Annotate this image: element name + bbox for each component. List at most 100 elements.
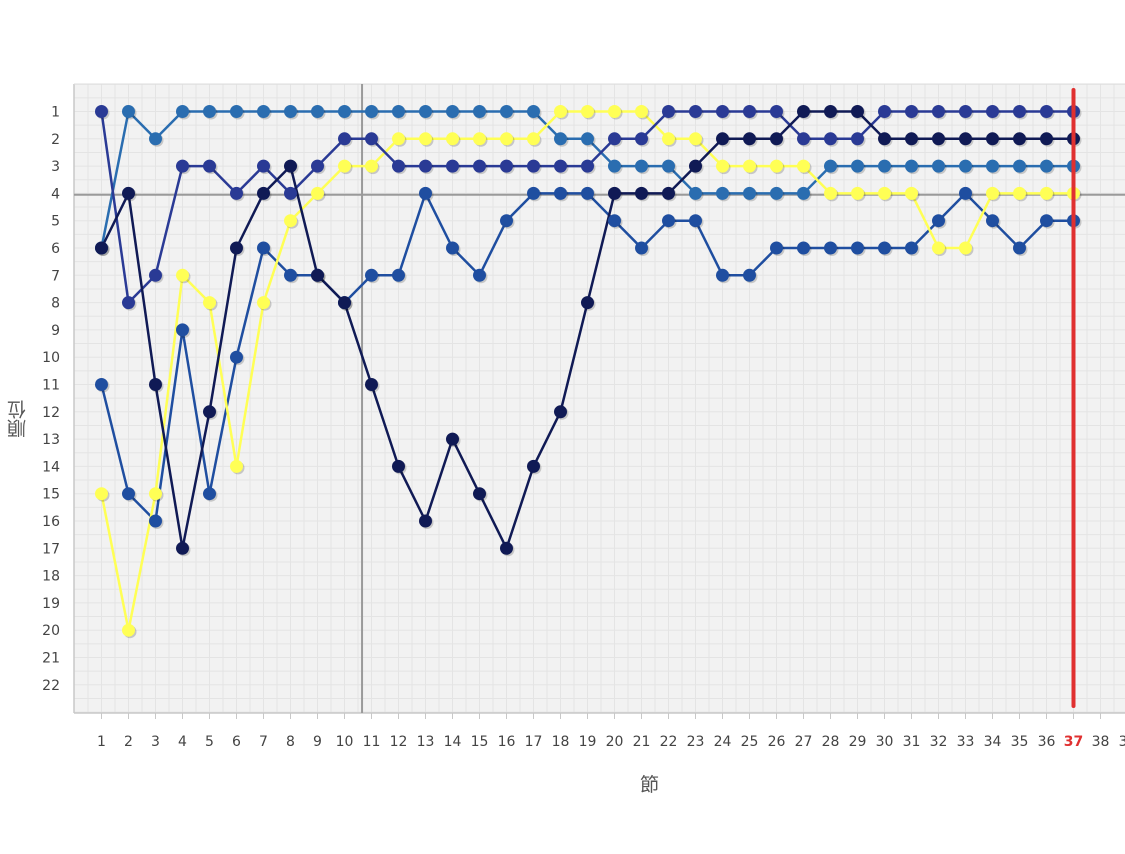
data-point (689, 214, 702, 228)
x-tick-label: 32 (930, 734, 948, 750)
x-tick-label: 12 (390, 734, 408, 750)
data-point (149, 487, 162, 501)
data-point (581, 159, 594, 173)
data-point (473, 132, 486, 146)
y-tick-label: 2 (51, 132, 60, 148)
x-tick-label: 28 (822, 734, 840, 750)
data-point (473, 268, 486, 282)
y-tick-label: 20 (42, 623, 60, 639)
data-point (635, 105, 648, 118)
data-point (662, 159, 675, 173)
data-point (473, 159, 486, 173)
x-tick-label: 27 (795, 734, 813, 750)
data-point (500, 214, 513, 228)
data-point (311, 268, 324, 282)
data-point (392, 105, 405, 118)
data-point (878, 241, 891, 255)
data-point (446, 241, 459, 255)
data-point (122, 105, 135, 118)
data-point (959, 105, 972, 118)
x-tick-label-current: 37 (1064, 734, 1083, 750)
data-point (1040, 105, 1053, 118)
data-point (365, 378, 378, 391)
y-tick-label: 5 (51, 214, 60, 230)
data-point (851, 159, 864, 173)
x-tick-label: 39 (1119, 734, 1125, 750)
data-point (716, 268, 729, 282)
data-point (500, 132, 513, 146)
data-point (878, 159, 891, 173)
x-tick-label: 35 (1011, 734, 1029, 750)
data-point (689, 186, 702, 200)
data-point (527, 459, 540, 473)
data-point (203, 405, 216, 419)
data-point (743, 132, 756, 146)
data-point (203, 105, 216, 118)
data-point (608, 105, 621, 118)
data-point (392, 159, 405, 173)
data-point (149, 378, 162, 391)
x-tick-label: 29 (849, 734, 867, 750)
data-point (932, 214, 945, 228)
data-point (527, 105, 540, 118)
data-point (446, 132, 459, 146)
data-point (1013, 132, 1026, 146)
data-point (365, 132, 378, 146)
data-point (1040, 214, 1053, 228)
data-point (257, 186, 270, 200)
data-point (284, 214, 297, 228)
data-point (392, 459, 405, 473)
data-point (230, 186, 243, 200)
data-point (446, 159, 459, 173)
data-point (257, 159, 270, 173)
data-point (878, 132, 891, 146)
data-point (419, 514, 432, 528)
data-point (1040, 186, 1053, 200)
data-point (338, 296, 351, 310)
data-point (338, 105, 351, 118)
data-point (635, 132, 648, 146)
data-point (500, 541, 513, 555)
y-tick-label: 12 (42, 405, 60, 421)
data-point (1013, 105, 1026, 118)
data-point (851, 132, 864, 146)
x-tick-label: 8 (286, 734, 295, 750)
data-point (716, 186, 729, 200)
data-point (581, 132, 594, 146)
data-point (959, 132, 972, 146)
data-point (986, 186, 999, 200)
data-point (473, 105, 486, 118)
data-point (122, 296, 135, 310)
data-point (230, 459, 243, 473)
x-tick-label: 31 (903, 734, 921, 750)
data-point (311, 159, 324, 173)
x-tick-label: 26 (768, 734, 786, 750)
data-point (608, 132, 621, 146)
x-axis-title: 節 (640, 774, 660, 796)
data-point (770, 159, 783, 173)
data-point (365, 105, 378, 118)
data-point (986, 132, 999, 146)
data-point (338, 159, 351, 173)
data-point (797, 105, 810, 118)
data-point (932, 105, 945, 118)
data-point (743, 186, 756, 200)
data-point (770, 105, 783, 118)
data-point (419, 105, 432, 118)
x-tick-label: 3 (151, 734, 160, 750)
data-point (581, 186, 594, 200)
data-point (1013, 159, 1026, 173)
data-point (824, 105, 837, 118)
x-tick-label: 38 (1092, 734, 1110, 750)
data-point (851, 105, 864, 118)
x-tick-label: 34 (984, 734, 1002, 750)
data-point (689, 105, 702, 118)
data-point (959, 159, 972, 173)
x-tick-label: 5 (205, 734, 214, 750)
data-point (824, 186, 837, 200)
x-tick-label: 9 (313, 734, 322, 750)
y-tick-label: 3 (51, 159, 60, 175)
data-point (203, 159, 216, 173)
data-point (230, 350, 243, 364)
